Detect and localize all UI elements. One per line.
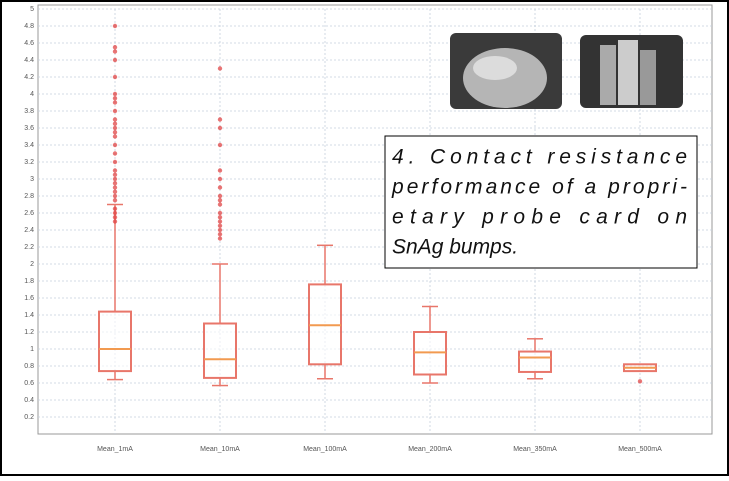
box [204,324,236,378]
outlier [113,130,117,134]
y-tick-label: 2.2 [24,244,34,251]
outlier [113,207,117,211]
outlier [113,49,117,53]
y-tick-label: 2.8 [24,193,34,200]
y-tick-label: 2.4 [24,227,34,234]
outlier [218,66,222,70]
outlier [113,181,117,185]
outlier [113,92,117,96]
outlier [113,100,117,104]
y-tick-label: 4 [30,91,34,98]
y-tick-label: 3.8 [24,108,34,115]
outlier [113,194,117,198]
y-tick-label: 4.4 [24,57,34,64]
outlier [218,219,222,223]
outlier [113,151,117,155]
x-tick-label: Mean_350mA [513,446,557,453]
photo-bump [450,33,562,109]
caption-line: performance of a propri- [391,176,687,199]
y-tick-label: 3.4 [24,142,34,149]
outlier [218,224,222,228]
y-tick-label: 4.6 [24,40,34,47]
y-tick-label: 1 [30,346,34,353]
outlier [113,75,117,79]
outlier [218,215,222,219]
outlier [218,232,222,236]
outlier [218,117,222,121]
outlier [113,160,117,164]
photo-probe [580,35,683,108]
y-tick-label: 0.6 [24,380,34,387]
outlier [113,109,117,113]
outlier [218,126,222,130]
y-tick-label: 5 [30,6,34,13]
outlier [113,198,117,202]
y-tick-label: 3 [30,176,34,183]
caption-line: SnAg bumps. [392,236,518,259]
box [99,312,131,372]
outlier [113,134,117,138]
box [519,352,551,372]
y-tick-label: 1.8 [24,278,34,285]
outlier [218,168,222,172]
outlier [113,45,117,49]
outlier [113,117,117,121]
outlier [113,168,117,172]
outlier [638,379,642,383]
outlier [218,202,222,206]
page: 0.2 0.4 0.6 0.8 1 1.2 1.4 1.6 1.8 2 2.2 2.4 2.6 2.8 3 3… [0,0,729,481]
y-tick-label: 2.6 [24,210,34,217]
outlier [218,236,222,240]
y-tick-label: 4.2 [24,74,34,81]
y-tick-label: 3.2 [24,159,34,166]
x-tick-label: Mean_200mA [408,446,452,453]
y-tick-label: 0.8 [24,363,34,370]
x-tick-label: Mean_1mA [97,446,133,453]
y-tick-label: 2 [30,261,34,268]
x-tick-label: Mean_500mA [618,446,662,453]
outlier [218,194,222,198]
outlier [218,211,222,215]
outlier [113,143,117,147]
outlier [218,198,222,202]
y-tick-label: 3.6 [24,125,34,132]
y-tick-label: 0.4 [24,397,34,404]
outlier [218,185,222,189]
caption-line: 4. Contact resistance [392,146,687,169]
x-tick-label: Mean_100mA [303,446,347,453]
chart: 0.2 0.4 0.6 0.8 1 1.2 1.4 1.6 1.8 2 2.2 2.4 2.6 2.8 3 3… [0,0,729,476]
outlier [113,215,117,219]
outlier [113,190,117,194]
outlier [113,211,117,215]
y-tick-label: 1.4 [24,312,34,319]
outlier [113,219,117,223]
y-tick-label: 1.6 [24,295,34,302]
outlier [218,228,222,232]
outlier [113,126,117,130]
outlier [218,143,222,147]
outlier [113,185,117,189]
x-tick-label: Mean_10mA [200,446,240,453]
outlier [113,96,117,100]
outlier [113,24,117,28]
outlier [218,177,222,181]
outlier [113,177,117,181]
outlier [113,173,117,177]
y-tick-label: 4.8 [24,23,34,30]
outlier [113,122,117,126]
y-tick-label: 0.2 [24,414,34,421]
y-tick-label: 1.2 [24,329,34,336]
outlier [113,58,117,62]
